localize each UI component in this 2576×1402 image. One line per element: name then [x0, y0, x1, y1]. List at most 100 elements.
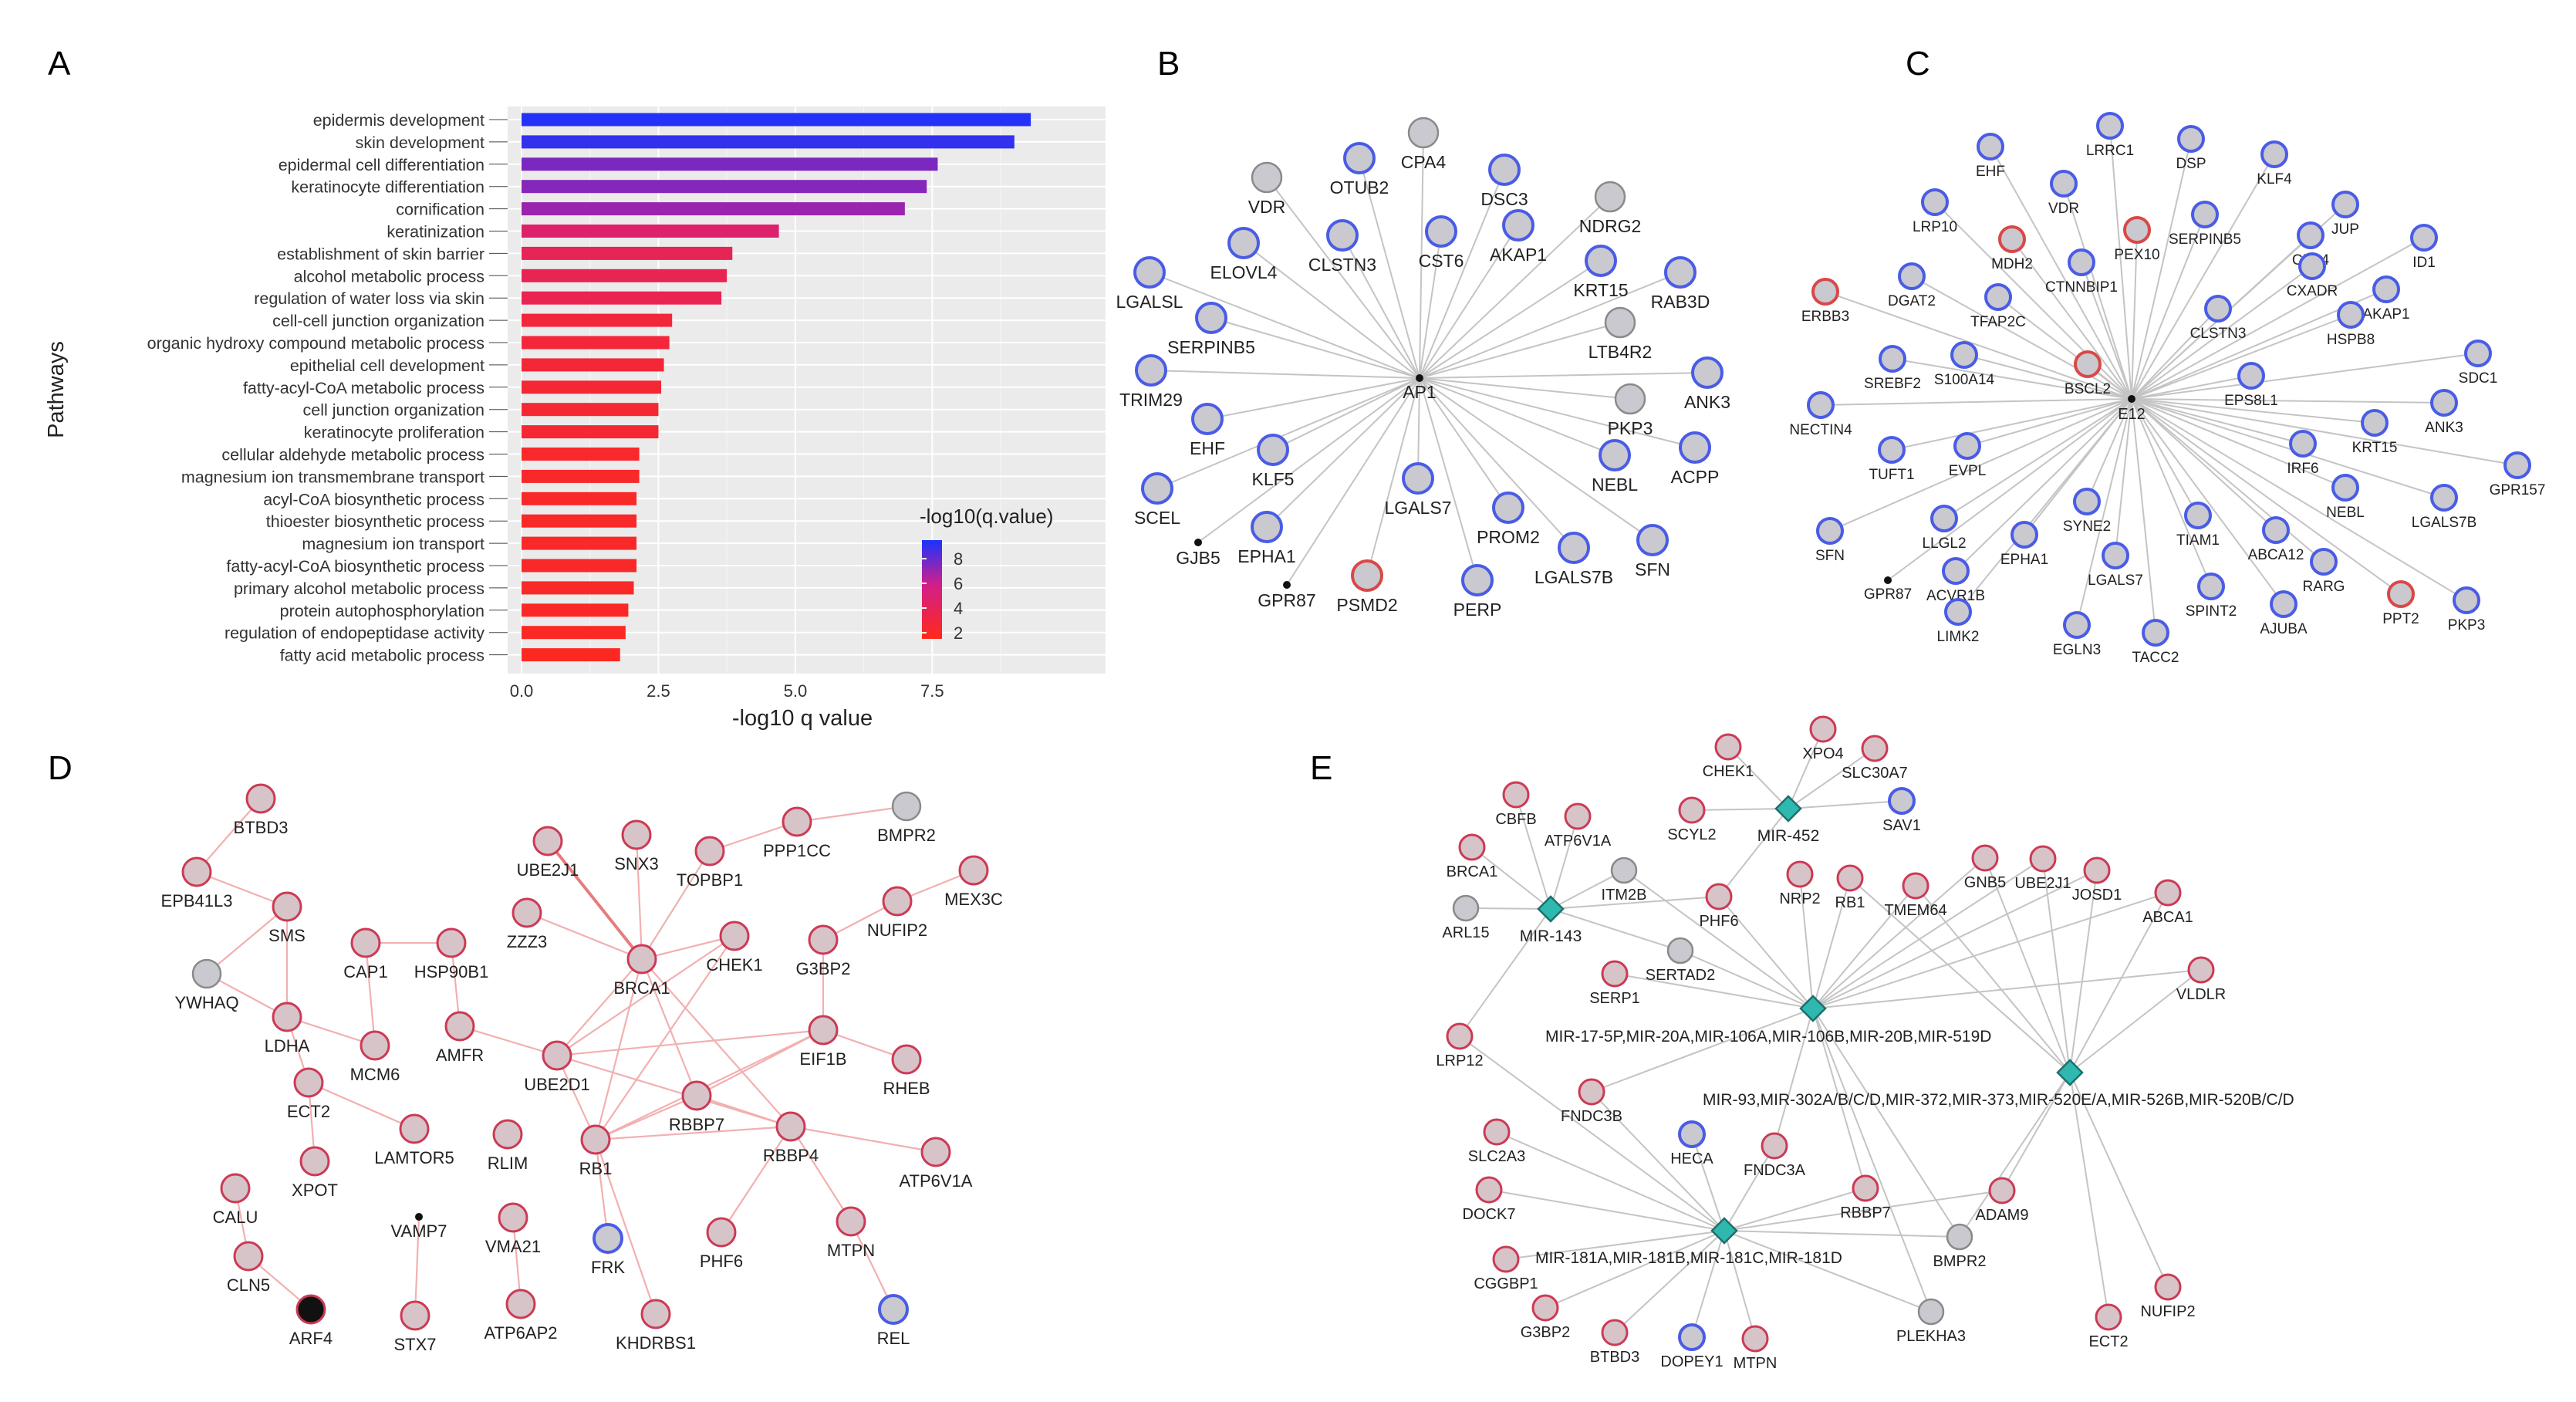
nodes: LRRC1 DSP EHF KLF4 VDR LRP10 PEX10 SERPINB5 JUP M… [1789, 112, 2545, 666]
node-scyl2 [1678, 796, 1706, 824]
node-otub2 [1343, 142, 1376, 174]
y-tick-labels: epidermis development skin development epi… [147, 111, 508, 665]
node-nectin4 [1807, 391, 1835, 419]
y-tick-label: epidermal cell differentiation [279, 156, 484, 174]
node-phf6 [706, 1217, 737, 1248]
node-arf4-label: ARF4 [289, 1329, 333, 1348]
node-stx7 [400, 1300, 430, 1331]
node-evpl [1953, 432, 1981, 460]
edge [364, 942, 376, 1046]
node-cxadr-label: CXADR [2287, 283, 2338, 299]
node-lgals7b-label: LGALS7B [2412, 515, 2477, 531]
node-btbd3-label: BTBD3 [234, 818, 289, 837]
panel-label-e: E [1310, 749, 1332, 787]
node-snx3 [621, 819, 652, 850]
node-lgalsl [1133, 256, 1166, 289]
y-tick-label: protein autophosphorylation [280, 602, 484, 620]
edge [1812, 892, 2169, 1009]
y-tick-label: establishment of skin barrier [277, 245, 484, 263]
edge [2086, 398, 2132, 502]
node-lrp12 [1446, 1022, 1474, 1050]
edge [1591, 1091, 1725, 1231]
node-ank3-label: ANK3 [2425, 420, 2463, 436]
edges [196, 798, 974, 1316]
mirna-label: MIR-93,MIR-302A/B/C/D,MIR-372,MIR-373,MI… [1703, 1091, 2294, 1109]
node-gpr157 [2503, 451, 2531, 479]
node-akap1 [1502, 209, 1534, 242]
y-tick-label: fatty-acyl-CoA biosynthetic process [226, 557, 484, 576]
node-gpr87-label: GPR87 [1864, 586, 1912, 603]
edge [206, 906, 288, 975]
node-khdrbs1-label: KHDRBS1 [616, 1333, 696, 1353]
node-hsp90b1 [436, 927, 467, 958]
node-fndc3b [1578, 1078, 1605, 1106]
node-lrp12-label: LRP12 [1436, 1052, 1483, 1069]
node-amfr [444, 1011, 475, 1042]
edge [2131, 398, 2445, 498]
node-klf4-label: KLF4 [2257, 171, 2292, 187]
node-dsc3-label: DSC3 [1480, 189, 1528, 209]
node-epha1-label: EPHA1 [1237, 546, 1295, 566]
node-akap1 [2372, 275, 2400, 303]
edge [594, 1139, 657, 1315]
node-lgals7-label: LGALS7 [1385, 498, 1452, 518]
edge [1915, 885, 2071, 1073]
node-krt15-label: KRT15 [1573, 280, 1628, 300]
node-sav1-label: SAV1 [1882, 817, 1921, 834]
node-sfn [1636, 524, 1669, 556]
edge [1691, 1230, 1725, 1338]
node-ywhaq-label: YWHAQ [174, 993, 238, 1012]
node-arl15-label: ARL15 [1442, 924, 1489, 941]
y-tick-label: keratinocyte proliferation [304, 424, 484, 442]
edge [1266, 377, 1420, 528]
edge [2131, 265, 2313, 400]
node-epha1-label: EPHA1 [2000, 552, 2048, 568]
node-sms [272, 891, 302, 922]
node-ctnnbip1-label: CTNNBIP1 [2045, 279, 2118, 296]
node-epha1 [2010, 521, 2038, 549]
node-psmd2 [1351, 559, 1383, 592]
legend-tick-label: 8 [954, 549, 963, 569]
node-heca-label: HECA [1670, 1150, 1713, 1167]
node-clstn3-label: CLSTN3 [2190, 326, 2247, 342]
edge [2131, 398, 2467, 601]
legend-tick-label: 2 [954, 623, 963, 643]
node-ube2d1 [542, 1040, 572, 1071]
node-atp6v1a [920, 1137, 951, 1167]
y-tick-label: magnesium ion transport [302, 535, 484, 553]
edge [2042, 858, 2071, 1073]
node-serpinb5 [1195, 302, 1227, 334]
node-klf5-label: KLF5 [1252, 469, 1295, 489]
edge [1812, 1008, 1960, 1238]
edge [1911, 275, 2132, 400]
node-lgals7b [2430, 484, 2458, 512]
node-atp6ap2-label: ATP6AP2 [484, 1323, 558, 1343]
bar-keratinocyte-proliferation [522, 425, 659, 439]
node-lrp10 [1921, 188, 1949, 216]
node-bmpr2 [891, 791, 922, 822]
mirna-node-mir-452 [1774, 795, 1802, 823]
bar-thioester-biosynthetic-process [522, 514, 637, 528]
edge [595, 1125, 792, 1141]
node-perp [1461, 564, 1494, 596]
node-ank3-label: ANK3 [1684, 392, 1730, 412]
edge [1419, 272, 1681, 379]
node-llgl2 [1930, 505, 1958, 532]
edge [2109, 125, 2132, 400]
node-mdh2 [1998, 225, 2026, 253]
edge [1799, 873, 1814, 1009]
node-cggbp1 [1492, 1245, 1520, 1273]
edge [2131, 154, 2275, 400]
node-dgat2-label: DGAT2 [1888, 293, 1936, 309]
node-itm2b [1610, 856, 1638, 884]
node-dgat2 [1898, 262, 1926, 290]
x-tick-label: 0.0 [510, 681, 534, 701]
edge [2011, 238, 2132, 400]
node-khdrbs1 [640, 1299, 671, 1329]
edge [1614, 973, 1814, 1009]
x-tick-label: 2.5 [647, 681, 670, 701]
node-gpr87 [1283, 581, 1291, 589]
y-tick-label: regulation of water loss via skin [254, 289, 484, 308]
node-mex3c [958, 855, 989, 886]
node-chek1-label: CHEK1 [1703, 763, 1754, 780]
